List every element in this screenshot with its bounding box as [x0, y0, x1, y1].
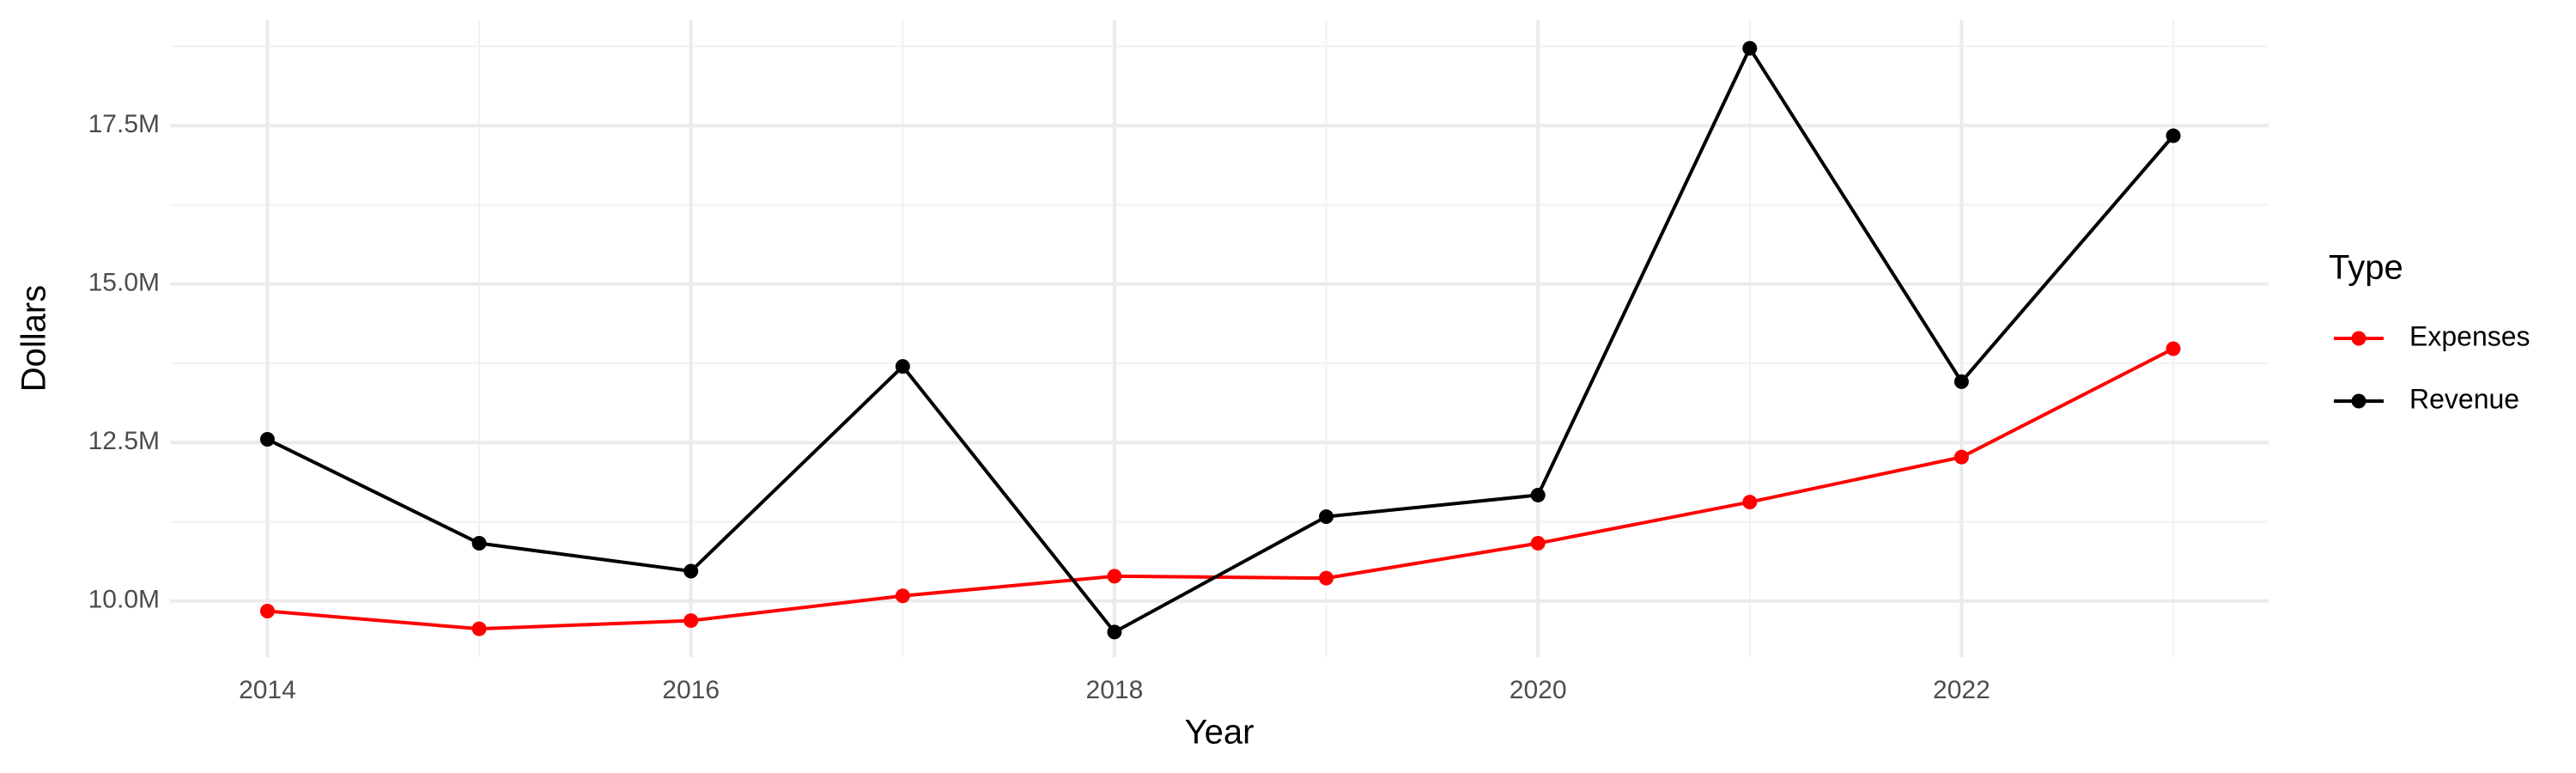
- legend-marker: [2351, 393, 2366, 409]
- y-tick-label: 10.0M: [88, 586, 160, 614]
- x-tick-label: 2016: [662, 676, 720, 704]
- data-point: [471, 621, 487, 636]
- series-line: [267, 347, 2174, 631]
- data-point: [683, 613, 699, 629]
- data-point: [471, 536, 487, 551]
- data-point: [1742, 40, 1758, 56]
- data-point: [1107, 569, 1122, 584]
- legend-label: Expenses: [2409, 320, 2530, 351]
- data-point: [259, 603, 275, 618]
- x-tick-label: 2014: [239, 676, 296, 704]
- legend-title: Type: [2329, 249, 2403, 287]
- x-tick-label: 2018: [1086, 676, 1144, 704]
- data-point: [1319, 509, 1334, 525]
- x-tick-label: 2020: [1510, 676, 1567, 704]
- series-line: [266, 45, 2175, 635]
- y-tick-label: 17.5M: [88, 110, 160, 138]
- data-point: [259, 432, 275, 447]
- data-point: [1319, 570, 1334, 586]
- y-tick-label: 12.5M: [88, 427, 160, 455]
- x-axis-title: Year: [1185, 714, 1255, 752]
- data-point: [1953, 374, 1969, 389]
- data-point: [1953, 449, 1969, 465]
- data-point: [1107, 624, 1122, 640]
- x-tick-label: 2022: [1933, 676, 1990, 704]
- data-point: [895, 359, 910, 374]
- data-point: [895, 588, 910, 604]
- data-point: [2166, 128, 2181, 143]
- data-point: [1530, 536, 1546, 551]
- legend-marker: [2351, 331, 2366, 346]
- data-point: [683, 563, 699, 579]
- legend-label: Revenue: [2409, 383, 2519, 414]
- y-axis-title: Dollars: [15, 285, 53, 392]
- data-point: [1742, 495, 1758, 510]
- data-point: [1530, 487, 1546, 502]
- data-point: [2166, 341, 2181, 356]
- y-tick-label: 15.0M: [88, 269, 160, 297]
